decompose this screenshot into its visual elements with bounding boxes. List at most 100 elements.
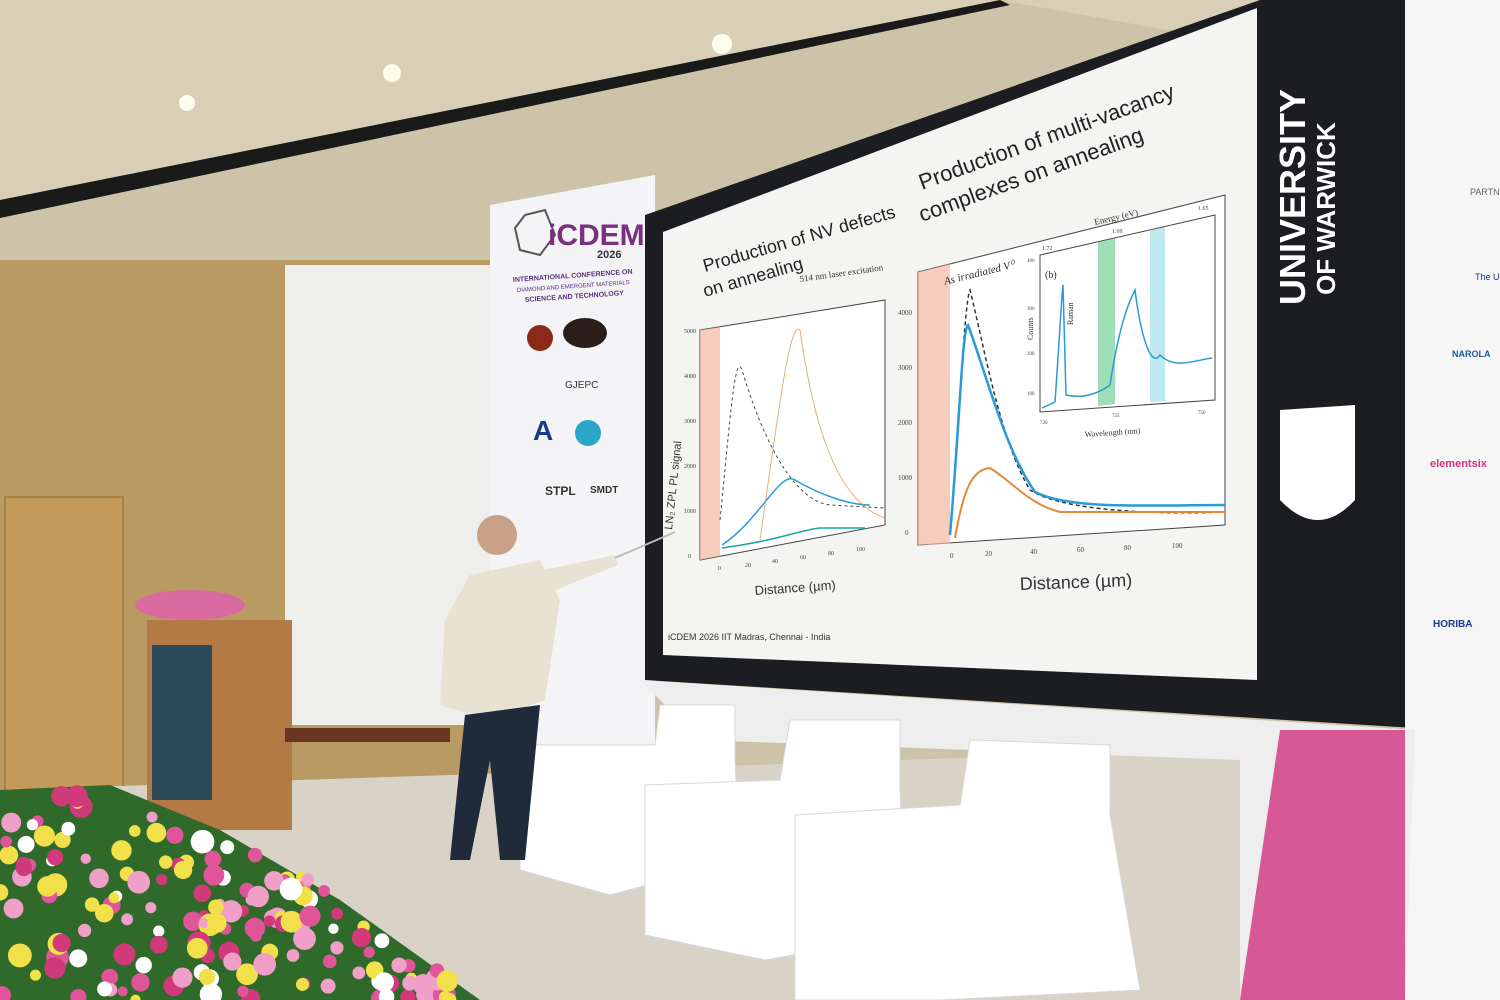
flower-bloom bbox=[244, 917, 266, 939]
x-tick: 80 bbox=[828, 551, 834, 557]
flower-bloom bbox=[279, 877, 303, 901]
inset-y-tick: 100 bbox=[1027, 392, 1035, 397]
flower-bloom bbox=[97, 981, 113, 997]
flower-bloom bbox=[328, 923, 339, 934]
side-table bbox=[285, 728, 450, 742]
ceiling-light bbox=[179, 95, 195, 111]
x-tick: 20 bbox=[745, 563, 751, 569]
flower-bloom bbox=[101, 968, 119, 986]
flower-bloom bbox=[84, 897, 100, 912]
partner-logo bbox=[575, 420, 601, 446]
inset-y-label: Counts bbox=[1026, 317, 1035, 340]
flower-bloom bbox=[264, 871, 284, 891]
inset-x-tick: 720 bbox=[1040, 421, 1048, 426]
inset-top-tick: 1.65 bbox=[1198, 206, 1209, 212]
right-chart: As irradiated V⁰ Distance (µm) 4000 3000… bbox=[898, 194, 1226, 594]
flower-bloom bbox=[219, 900, 243, 923]
flower-bloom bbox=[208, 899, 224, 915]
x-tick: 100 bbox=[1172, 542, 1183, 550]
flower-bloom bbox=[172, 967, 193, 988]
flower-bloom bbox=[149, 935, 168, 954]
inset-top-tick: 1.69 bbox=[1112, 229, 1123, 235]
flower-bloom bbox=[190, 829, 215, 854]
flower-bloom bbox=[121, 913, 134, 926]
x-tick: 80 bbox=[1124, 544, 1132, 552]
flower-bloom bbox=[89, 868, 109, 889]
flower-bloom bbox=[153, 925, 165, 937]
x-tick: 100 bbox=[856, 547, 865, 553]
flower-bloom bbox=[0, 835, 13, 848]
highlight-band-green bbox=[1098, 238, 1115, 406]
flower-bloom bbox=[374, 972, 395, 992]
sponsor-logo: STPL bbox=[545, 484, 576, 498]
flower-bloom bbox=[198, 968, 216, 986]
flower-bloom bbox=[51, 785, 72, 807]
flower-bloom bbox=[52, 933, 71, 953]
flower-bloom bbox=[117, 986, 128, 997]
curve-teal bbox=[721, 527, 865, 549]
flower-bloom bbox=[330, 941, 344, 955]
y-tick: 2000 bbox=[684, 464, 696, 470]
speaker-trousers bbox=[450, 705, 540, 860]
x-tick: 0 bbox=[718, 566, 721, 572]
flower-bloom bbox=[77, 923, 92, 938]
flower-bloom bbox=[247, 885, 269, 908]
flower-bloom bbox=[363, 946, 375, 958]
flower-bloom bbox=[26, 819, 39, 831]
flower-bloom bbox=[299, 905, 321, 927]
flower-bloom bbox=[301, 873, 315, 887]
flower-bloom bbox=[130, 994, 141, 1000]
flower-bloom bbox=[146, 822, 167, 843]
inset-y-tick: 200 bbox=[1027, 352, 1035, 357]
flower-bloom bbox=[135, 956, 152, 974]
podium-logo-panel bbox=[152, 645, 212, 800]
flower-bloom bbox=[3, 898, 24, 919]
flower-bloom bbox=[70, 988, 87, 1000]
flower-bloom bbox=[127, 870, 151, 894]
y-tick: 0 bbox=[905, 529, 909, 537]
flower-bloom bbox=[207, 913, 227, 933]
flower-bloom bbox=[199, 983, 223, 1000]
inset-y-tick: 400 bbox=[1027, 259, 1035, 264]
speaker bbox=[440, 515, 676, 860]
society-logo bbox=[563, 318, 607, 348]
flower-bloom bbox=[166, 826, 184, 844]
flower-bloom bbox=[113, 943, 136, 966]
partner-label: PARTNERS bbox=[1470, 187, 1500, 197]
pointer-stick bbox=[614, 531, 676, 559]
flower-bloom bbox=[159, 855, 173, 869]
flower-bloom bbox=[29, 969, 42, 981]
inset-x-tick: 750 bbox=[1198, 411, 1206, 416]
flower-bloom bbox=[320, 978, 336, 994]
flower-bloom bbox=[280, 910, 303, 933]
flower-bloom bbox=[237, 985, 249, 997]
x-tick: 60 bbox=[1077, 546, 1085, 554]
flower-bloom bbox=[173, 860, 193, 880]
diamond-logo-icon bbox=[513, 208, 557, 257]
chairs bbox=[519, 704, 1141, 1000]
flower-bloom bbox=[128, 825, 141, 837]
ceiling-light bbox=[383, 64, 401, 82]
flower-bloom bbox=[286, 949, 300, 962]
flower-bloom bbox=[156, 874, 168, 886]
speaker-head bbox=[477, 515, 517, 555]
flower-bloom bbox=[236, 963, 258, 986]
flower-bloom bbox=[247, 847, 263, 863]
flower-bloom bbox=[0, 845, 19, 865]
flower-bloom bbox=[16, 856, 31, 872]
flower-bloom bbox=[69, 949, 88, 968]
ceiling-beam bbox=[0, 0, 1010, 218]
armchair bbox=[794, 739, 1141, 1000]
flower-bloom bbox=[263, 915, 276, 927]
sponsor-logo: GJEPC bbox=[565, 380, 598, 391]
raman-label: Raman bbox=[1066, 302, 1075, 325]
x-axis-label: Distance (µm) bbox=[754, 577, 836, 598]
curve-orange bbox=[954, 466, 1225, 539]
flower-bloom bbox=[402, 975, 418, 991]
x-tick: 40 bbox=[1030, 548, 1038, 556]
y-tick: 3000 bbox=[898, 364, 913, 372]
partner-logo: HORIBA bbox=[1433, 619, 1472, 630]
curve-dashed bbox=[719, 366, 886, 521]
flower-bloom bbox=[352, 966, 366, 980]
